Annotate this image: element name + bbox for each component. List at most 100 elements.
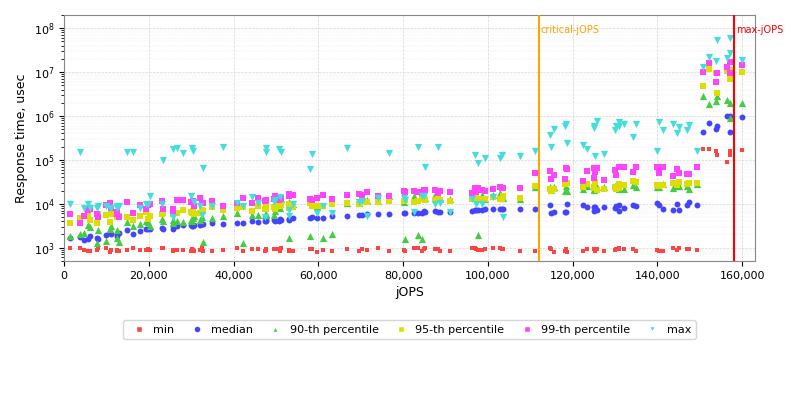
Point xyxy=(653,119,666,125)
Point xyxy=(282,235,295,241)
Point xyxy=(156,210,169,216)
Point xyxy=(466,245,478,251)
Point xyxy=(155,216,168,222)
Point xyxy=(82,200,94,207)
Point xyxy=(577,248,590,254)
Point xyxy=(419,208,432,215)
Point xyxy=(476,207,489,214)
Point xyxy=(282,216,295,222)
Point xyxy=(268,246,281,252)
Point xyxy=(418,193,430,199)
Point xyxy=(429,187,442,194)
Point xyxy=(275,195,288,201)
Point xyxy=(134,228,146,234)
Point xyxy=(113,213,126,219)
Point xyxy=(486,186,499,192)
Point xyxy=(703,60,716,66)
Point xyxy=(618,121,630,127)
Point xyxy=(559,165,572,172)
Point xyxy=(282,201,295,208)
Point xyxy=(258,198,271,204)
Point xyxy=(196,245,209,251)
Point xyxy=(252,219,265,226)
Point xyxy=(444,198,457,204)
Point xyxy=(282,191,295,197)
Point xyxy=(383,211,396,217)
Point xyxy=(304,166,317,172)
Point xyxy=(588,183,601,190)
Point xyxy=(398,209,410,216)
Point xyxy=(543,167,556,174)
Point xyxy=(82,222,94,228)
Point xyxy=(120,218,133,225)
Point xyxy=(587,185,600,191)
Point xyxy=(496,194,509,201)
Point xyxy=(258,218,271,224)
Point xyxy=(735,69,748,75)
Point xyxy=(305,201,318,208)
Point xyxy=(286,204,299,210)
Point xyxy=(361,197,374,204)
Point xyxy=(514,184,526,191)
Point xyxy=(609,183,622,190)
Point xyxy=(528,248,541,254)
Point xyxy=(111,233,124,240)
Point xyxy=(408,245,421,251)
Point xyxy=(275,149,288,156)
Point xyxy=(496,246,509,252)
Point xyxy=(142,246,154,252)
Point xyxy=(156,226,169,232)
Point xyxy=(237,204,250,210)
Point xyxy=(627,134,640,140)
Point xyxy=(613,208,626,214)
Point xyxy=(103,205,116,211)
Point xyxy=(434,248,446,254)
Point xyxy=(361,199,374,206)
Point xyxy=(670,130,683,136)
Point xyxy=(545,187,558,194)
Point xyxy=(470,194,482,201)
Point xyxy=(126,210,139,216)
Point xyxy=(418,192,430,199)
Point xyxy=(268,193,281,200)
Point xyxy=(273,146,286,152)
Point xyxy=(418,208,430,215)
Point xyxy=(155,225,168,231)
Point xyxy=(177,222,190,229)
Point xyxy=(650,148,663,154)
Point xyxy=(587,208,600,214)
Point xyxy=(259,196,272,203)
Point xyxy=(408,209,421,216)
Point xyxy=(588,248,601,254)
Point xyxy=(610,184,622,190)
Point xyxy=(166,223,179,230)
Point xyxy=(721,64,734,70)
Point xyxy=(495,185,508,191)
Point xyxy=(304,233,317,240)
Point xyxy=(723,115,736,122)
Point xyxy=(588,179,601,185)
Y-axis label: Response time, usec: Response time, usec xyxy=(15,73,28,203)
Point xyxy=(653,184,666,190)
Point xyxy=(610,246,622,252)
Point xyxy=(469,184,482,191)
Point xyxy=(682,186,695,192)
Point xyxy=(724,151,737,158)
Point xyxy=(610,172,622,178)
Point xyxy=(630,183,642,190)
Point xyxy=(656,127,669,133)
Point xyxy=(398,197,411,204)
Point xyxy=(111,214,124,220)
Point xyxy=(630,164,642,170)
Point xyxy=(495,195,508,202)
Point xyxy=(83,217,96,223)
Point xyxy=(398,248,411,254)
Point xyxy=(429,192,442,198)
Point xyxy=(672,179,685,186)
Point xyxy=(416,247,429,254)
Point xyxy=(91,202,104,209)
Point xyxy=(514,194,526,201)
Point xyxy=(205,220,218,226)
Point xyxy=(353,201,366,208)
Point xyxy=(273,194,286,200)
